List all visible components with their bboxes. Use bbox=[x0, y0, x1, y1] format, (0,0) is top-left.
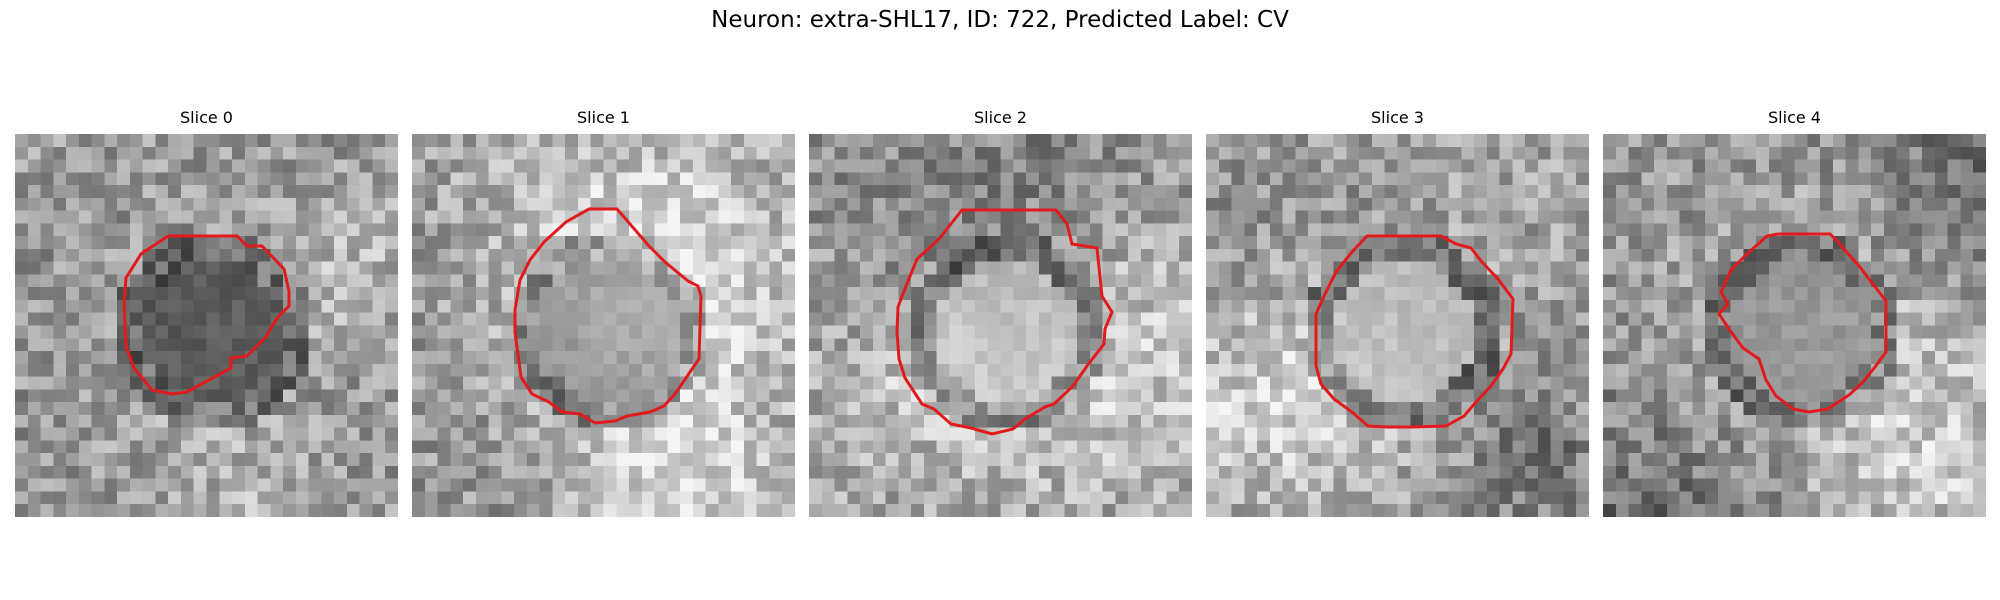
slice-panel-3: Slice 3 bbox=[1206, 108, 1589, 128]
slice-panel-1: Slice 1 bbox=[412, 108, 795, 128]
slice-panel-4: Slice 4 bbox=[1603, 108, 1986, 128]
slice-title: Slice 4 bbox=[1603, 108, 1986, 128]
slice-title: Slice 1 bbox=[412, 108, 795, 128]
cell-contour bbox=[124, 236, 289, 394]
cell-contour bbox=[897, 210, 1112, 434]
slice-panel-2: Slice 2 bbox=[809, 108, 1192, 128]
cell-contour-overlay bbox=[1603, 134, 1986, 517]
slice-panel-0: Slice 0 bbox=[15, 108, 398, 128]
cell-contour bbox=[1316, 236, 1513, 427]
cell-contour bbox=[1719, 234, 1886, 412]
slice-title: Slice 3 bbox=[1206, 108, 1589, 128]
cell-contour-overlay bbox=[15, 134, 398, 517]
cell-contour-overlay bbox=[809, 134, 1192, 517]
slice-title: Slice 2 bbox=[809, 108, 1192, 128]
cell-contour-overlay bbox=[412, 134, 795, 517]
cell-contour-overlay bbox=[1206, 134, 1589, 517]
slice-title: Slice 0 bbox=[15, 108, 398, 128]
cell-contour bbox=[515, 209, 701, 423]
figure-title: Neuron: extra-SHL17, ID: 722, Predicted … bbox=[0, 7, 2000, 33]
